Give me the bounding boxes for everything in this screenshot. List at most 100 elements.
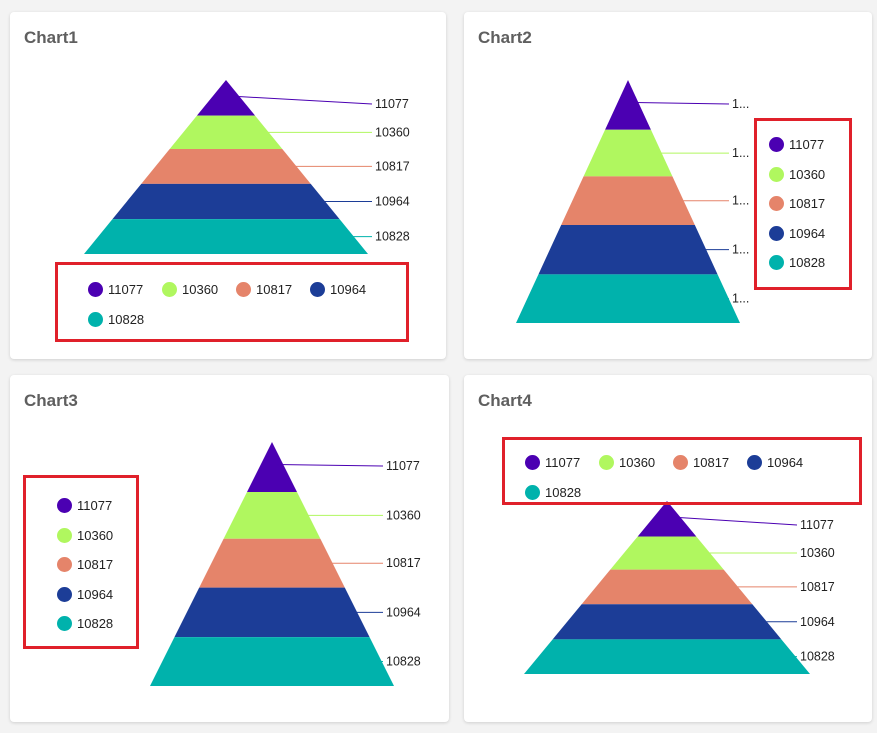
legend-item[interactable]: 10828 xyxy=(88,312,144,327)
legend-item[interactable]: 10360 xyxy=(599,455,655,470)
legend-marker xyxy=(310,282,325,297)
legend-label: 11077 xyxy=(108,282,144,297)
data-label: 1... xyxy=(732,97,749,111)
legend-label: 10817 xyxy=(77,557,114,572)
legend-marker xyxy=(57,498,72,513)
legend-item[interactable]: 10817 xyxy=(673,455,729,470)
legend-label: 10828 xyxy=(789,255,826,270)
legend-label: 10360 xyxy=(182,282,219,297)
pyramid-segment[interactable] xyxy=(112,183,340,220)
legend-marker xyxy=(769,225,784,241)
pyramid-segment[interactable] xyxy=(223,492,321,539)
pyramid-segment[interactable] xyxy=(199,538,345,588)
pyramid-segment[interactable] xyxy=(516,274,740,323)
data-label: 10360 xyxy=(800,546,835,560)
pyramid-segment[interactable] xyxy=(150,637,394,686)
legend-item[interactable]: 10360 xyxy=(57,527,114,543)
legend-item[interactable]: 10828 xyxy=(57,616,113,631)
legend-item[interactable]: 10817 xyxy=(236,282,292,297)
legend-item[interactable]: 11077 xyxy=(769,137,824,152)
legend-item[interactable]: 10828 xyxy=(769,255,825,270)
legend-label: 10828 xyxy=(108,312,145,327)
legend-label: 10964 xyxy=(767,455,804,470)
pyramid-segment[interactable] xyxy=(538,225,718,275)
legend-label: 10817 xyxy=(789,196,826,211)
legend-item[interactable]: 10964 xyxy=(57,586,114,602)
data-label: 11077 xyxy=(386,459,420,473)
pyramid-segment[interactable] xyxy=(637,501,697,537)
pyramid-segment[interactable] xyxy=(583,129,673,177)
connector-line xyxy=(670,516,798,526)
legend-label: 10964 xyxy=(789,225,826,241)
legend-label: 10817 xyxy=(693,455,730,470)
legend-item[interactable]: 11077 xyxy=(88,282,143,297)
legend-marker xyxy=(162,282,177,297)
pyramid-segment[interactable] xyxy=(581,569,753,605)
legend-item[interactable]: 10817 xyxy=(57,557,113,572)
legend-marker xyxy=(673,455,688,470)
legend-item[interactable]: 10828 xyxy=(525,485,581,500)
legend-item[interactable]: 11077 xyxy=(57,498,112,513)
pyramid-chart: 1... 1... 1... 1... 1... xyxy=(516,80,749,323)
pyramid-segment[interactable] xyxy=(552,604,782,640)
legend-label: 11077 xyxy=(789,137,825,152)
legend-item[interactable]: 10817 xyxy=(769,196,825,211)
pyramid-segment[interactable] xyxy=(524,639,810,674)
legend-label: 10964 xyxy=(330,282,367,297)
pyramid-segment[interactable] xyxy=(196,80,256,116)
chart-card-3: Chart3 11077 10360 10817 10964 10828 11077 10… xyxy=(10,375,449,722)
legend-marker xyxy=(769,255,784,270)
legend-item[interactable]: 10964 xyxy=(310,282,366,297)
legend-label: 10964 xyxy=(77,586,114,602)
data-label: 1... xyxy=(732,146,749,160)
data-label: 10828 xyxy=(386,655,421,669)
legend-marker xyxy=(57,557,72,572)
data-label: 10360 xyxy=(375,125,410,139)
pyramid-chart: 11077 10360 10817 10964 10828 xyxy=(150,442,421,686)
pyramid-segment[interactable] xyxy=(246,442,298,493)
legend-item[interactable]: 10360 xyxy=(769,166,825,182)
legend: 11077 10360 10817 10964 10828 xyxy=(55,262,409,342)
legend-item[interactable]: 10360 xyxy=(162,282,218,297)
chart-card-1: Chart1 11077 10360 10817 10964 10828 11077 10… xyxy=(10,12,446,359)
data-label: 10964 xyxy=(386,605,421,619)
legend-marker xyxy=(769,137,784,152)
data-label: 10817 xyxy=(800,580,835,594)
pyramid-segment[interactable] xyxy=(561,176,695,226)
pyramid-segment[interactable] xyxy=(174,587,370,638)
legend-item[interactable]: 11077 xyxy=(525,455,580,470)
legend-label: 10360 xyxy=(619,455,656,470)
connector-line xyxy=(631,101,730,105)
pyramid-chart: 11077 10360 10817 10964 10828 xyxy=(84,80,410,254)
legend-marker xyxy=(769,166,784,182)
data-label: 10817 xyxy=(386,556,421,570)
legend-item[interactable]: 10964 xyxy=(769,225,826,241)
legend-marker xyxy=(57,616,72,631)
chart-title: Chart3 xyxy=(24,391,78,410)
connector-line xyxy=(229,95,373,105)
legend-marker xyxy=(599,455,614,470)
pyramid-segment[interactable] xyxy=(610,536,724,570)
legend-label: 10817 xyxy=(256,282,293,297)
legend-marker xyxy=(525,485,540,500)
data-label: 10360 xyxy=(386,508,421,522)
data-label: 1... xyxy=(732,194,749,208)
chart-card-2: Chart2 1... 1... 1... 1... 1... 11077 10360 10… xyxy=(464,12,872,359)
chart-card-4: Chart4 11077 10360 10817 10964 10828 11077 10… xyxy=(464,375,872,722)
legend: 11077 10360 10817 10964 10828 xyxy=(502,437,862,505)
legend-label: 10828 xyxy=(77,616,114,631)
legend-marker xyxy=(747,455,762,470)
pyramid-segment[interactable] xyxy=(169,115,283,150)
data-label: 11077 xyxy=(375,97,409,111)
data-label: 10828 xyxy=(800,650,835,664)
legend-marker xyxy=(57,586,72,602)
pyramid-segment[interactable] xyxy=(84,219,368,254)
legend-label: 10360 xyxy=(77,527,114,543)
pyramid-segment[interactable] xyxy=(605,80,651,130)
pyramid-segment[interactable] xyxy=(141,149,311,184)
connector-line xyxy=(275,464,384,467)
legend-item[interactable]: 10964 xyxy=(747,455,803,470)
legend-label: 11077 xyxy=(545,455,581,470)
data-label: 11077 xyxy=(800,518,834,532)
chart-title: Chart1 xyxy=(24,28,78,47)
